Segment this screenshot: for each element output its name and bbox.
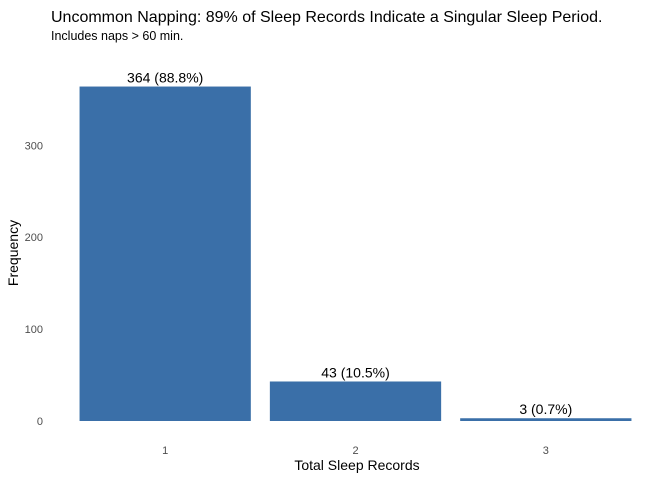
y-tick-label: 300 [25,140,43,152]
bar-1 [79,86,251,421]
bars [79,86,632,421]
x-tick-label-2: 2 [352,445,358,457]
x-tick-label-3: 3 [543,445,549,457]
x-tick-label-1: 1 [162,445,168,457]
y-tick-label: 100 [25,324,43,336]
data-label-1: 364 (88.8%) [127,70,203,86]
bar-3 [460,418,632,421]
x-axis-title: Total Sleep Records [294,457,419,473]
x-axis-ticks: 1 2 3 [162,445,549,457]
y-tick-label: 200 [25,232,43,244]
data-labels: 364 (88.8%) 43 (10.5%) 3 (0.7%) [127,70,572,418]
y-axis-title: Frequency [5,220,21,286]
y-axis-ticks: 0 100 200 300 [25,140,43,428]
data-label-2: 43 (10.5%) [321,364,389,380]
plot-area: 0 100 200 300 364 (88.8%) 43 (10.5%) 3 (0.7%)… [25,70,632,457]
chart-title: Uncommon Napping: 89% of Sleep Records I… [51,9,602,26]
data-label-3: 3 (0.7%) [519,401,572,417]
chart-subtitle: Includes naps > 60 min. [51,29,183,43]
bar-2 [269,381,442,421]
y-tick-label: 0 [37,416,43,428]
